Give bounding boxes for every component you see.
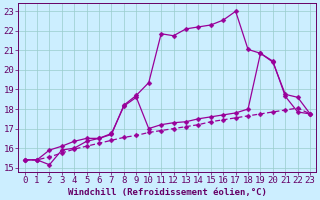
X-axis label: Windchill (Refroidissement éolien,°C): Windchill (Refroidissement éolien,°C) xyxy=(68,188,267,197)
